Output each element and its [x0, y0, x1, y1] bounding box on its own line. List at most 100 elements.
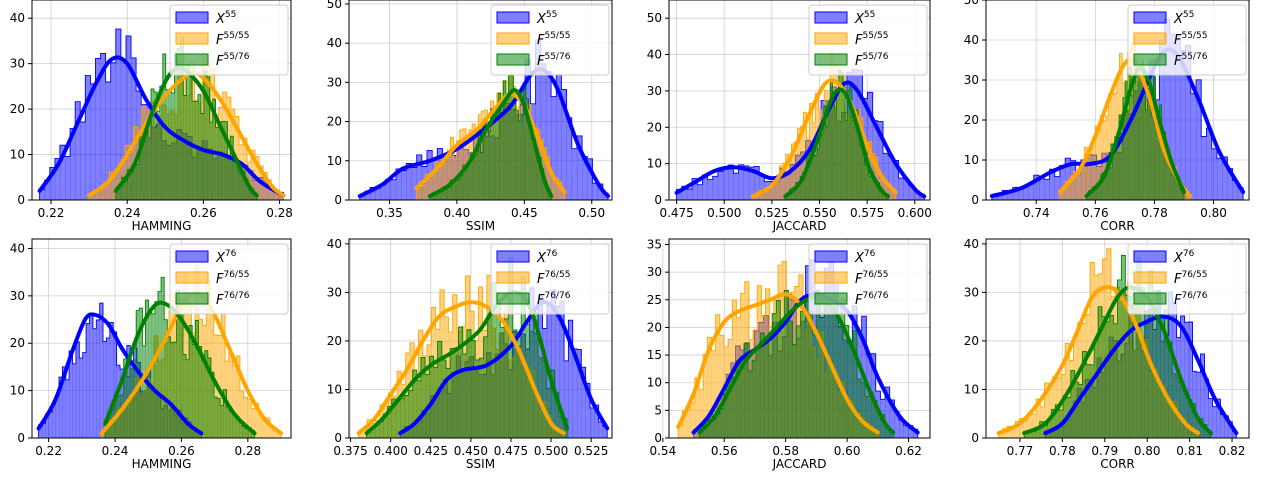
- histogram-bar: [893, 160, 899, 200]
- histogram-bar: [1086, 364, 1091, 438]
- histogram-bar: [1012, 187, 1019, 200]
- histogram-bar: [571, 148, 578, 200]
- x-tick-label: 0.54: [649, 444, 676, 458]
- y-tick-label: 0: [971, 431, 979, 445]
- histogram-bar: [898, 178, 904, 200]
- histogram-bar: [1201, 136, 1207, 200]
- histogram-bar: [1183, 391, 1188, 438]
- histogram-bar: [500, 112, 504, 200]
- x-tick-label: 0.500: [707, 206, 741, 220]
- histogram-bar: [1112, 153, 1116, 200]
- x-tick-label: 0.500: [534, 444, 568, 458]
- histogram-bar: [455, 177, 459, 200]
- y-tick-label: 20: [964, 334, 979, 348]
- histogram-bar: [703, 424, 709, 438]
- x-tick-label: 0.50: [578, 206, 605, 220]
- histogram-bar: [379, 421, 384, 438]
- legend-swatch: [496, 53, 530, 66]
- histogram-bar: [458, 327, 463, 438]
- y-tick-label: 10: [327, 382, 342, 396]
- kde-line-series-1: [398, 300, 610, 436]
- histogram-bar: [273, 430, 278, 438]
- histogram-bar: [1104, 175, 1108, 200]
- histogram-bar: [1059, 165, 1066, 200]
- histogram-bar: [44, 179, 51, 200]
- histogram-bar: [1140, 287, 1146, 438]
- histogram-bar: [545, 71, 552, 200]
- histogram-bar: [1156, 290, 1161, 438]
- histogram-bar: [1187, 195, 1191, 200]
- histogram-bar: [510, 75, 514, 200]
- histogram-bar: [558, 416, 564, 438]
- histogram-bar: [462, 129, 467, 200]
- histogram-bar: [139, 137, 143, 200]
- histogram-bar: [877, 411, 882, 438]
- histogram-bar: [42, 423, 46, 438]
- histogram-bar: [1179, 382, 1184, 438]
- histogram-bar: [470, 153, 474, 200]
- histogram-bar: [903, 178, 910, 200]
- subplot-7: 0.54 0.56 0.58 0.60 0.62 0 5 10 15 20 25 30 35 JACCAR…: [647, 238, 931, 471]
- y-tick-label: 35: [647, 238, 662, 252]
- histogram-bar: [735, 360, 741, 438]
- histogram-bar: [568, 320, 574, 438]
- histogram-bar: [1100, 174, 1104, 200]
- histogram-series-3: [784, 70, 889, 200]
- histogram-bar: [488, 131, 491, 200]
- histogram-bar: [1212, 406, 1217, 438]
- histogram-bar: [832, 104, 835, 200]
- histogram-bar: [1199, 418, 1204, 438]
- histogram-bar: [1100, 115, 1104, 200]
- histogram-bar: [432, 194, 436, 200]
- histogram-bar: [540, 63, 547, 200]
- kde-line-series-1: [989, 47, 1246, 198]
- histogram-bar: [110, 62, 117, 200]
- histogram-bar: [552, 178, 556, 200]
- histogram-bar: [428, 179, 433, 200]
- histogram-bar: [1168, 341, 1173, 438]
- histogram-bar: [1121, 142, 1124, 200]
- histogram-bar: [1092, 137, 1096, 200]
- histogram-bar: [1121, 255, 1126, 438]
- histogram-bar: [503, 81, 507, 200]
- histogram-bar: [1117, 279, 1122, 438]
- histogram-bar: [154, 301, 159, 438]
- histogram-bar: [858, 132, 861, 200]
- histogram-bar: [441, 360, 447, 438]
- histogram-bar: [531, 138, 534, 200]
- legend-swatch: [814, 32, 848, 45]
- histogram-bar: [406, 163, 412, 200]
- legend: X55 F55/55 F55/76: [169, 4, 289, 76]
- histogram-bar: [210, 372, 215, 438]
- histogram-bar: [412, 370, 418, 438]
- histogram-bar: [572, 348, 578, 438]
- histogram-bar: [456, 140, 461, 200]
- histogram-bar: [836, 314, 842, 438]
- histogram-bar: [65, 156, 71, 200]
- histogram-bar: [754, 166, 760, 200]
- histogram-bar: [1051, 409, 1056, 438]
- y-tick-label: 10: [647, 376, 662, 390]
- histogram-bar: [167, 336, 171, 438]
- histogram-bar: [238, 420, 243, 438]
- histogram-bar: [1028, 432, 1033, 438]
- histogram-bar: [800, 311, 805, 438]
- histogram-bar: [1027, 414, 1033, 438]
- kde-line-series-2: [356, 300, 566, 436]
- histogram-bar: [247, 185, 252, 200]
- histogram-bar: [555, 306, 561, 438]
- histogram-bar: [54, 158, 61, 200]
- histogram-bar: [480, 152, 484, 200]
- histogram-bar: [834, 108, 837, 200]
- histogram-bar: [1135, 59, 1138, 200]
- histogram-bar: [100, 53, 106, 200]
- histogram-bar: [1165, 149, 1169, 200]
- histogram-bar: [233, 162, 237, 200]
- legend-swatch: [175, 250, 209, 263]
- histogram-bar: [201, 360, 205, 438]
- legend-label: F55/55: [855, 31, 888, 48]
- histogram-bar: [148, 310, 153, 438]
- histogram-bar: [885, 387, 890, 438]
- histogram-bar: [121, 177, 125, 200]
- histogram-bar: [1211, 148, 1218, 200]
